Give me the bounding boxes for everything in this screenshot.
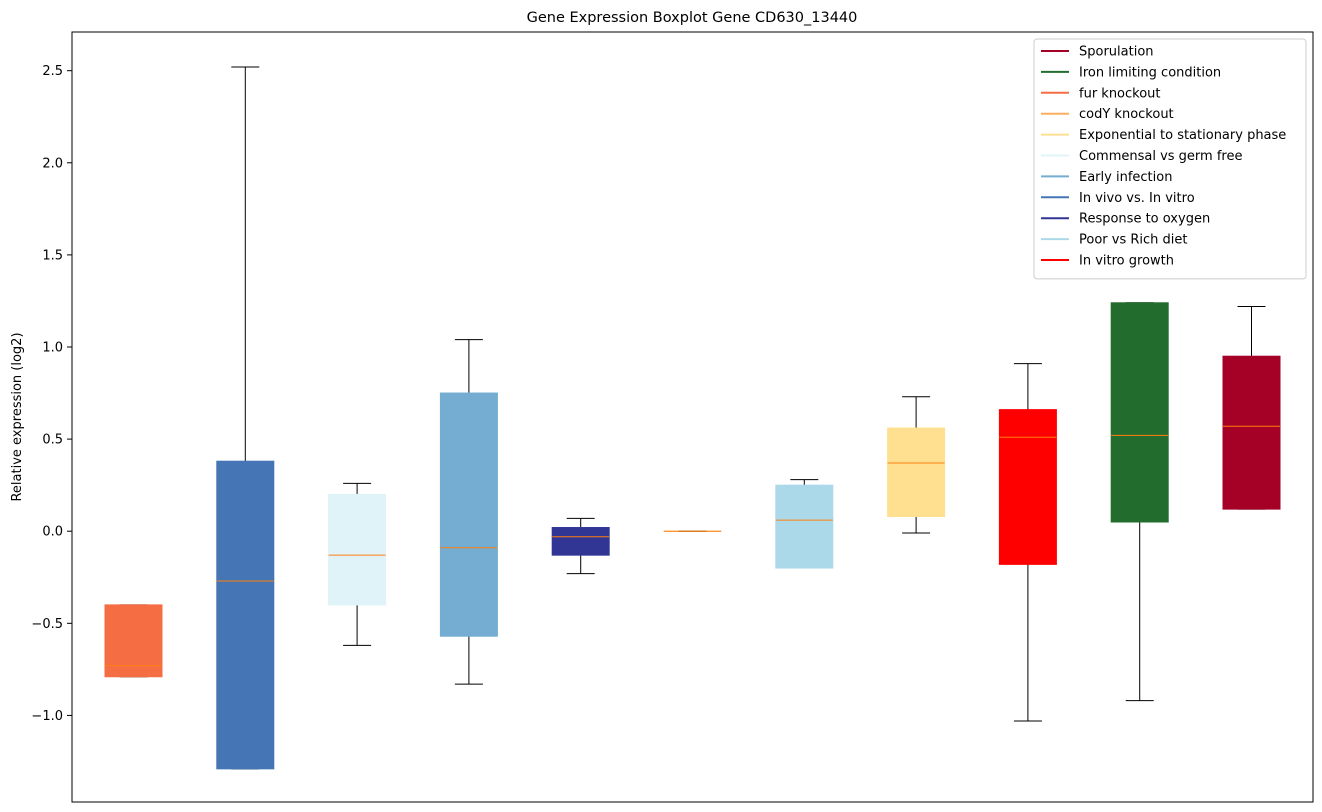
y-tick-label: 0.5 xyxy=(42,433,63,448)
box-iqr xyxy=(887,427,946,517)
legend-label: Response to oxygen xyxy=(1079,212,1210,227)
box-iqr xyxy=(439,392,498,637)
box-group xyxy=(1110,302,1169,702)
box-iqr xyxy=(775,484,834,569)
box-group xyxy=(104,604,163,678)
box-iqr xyxy=(551,527,610,556)
box-group xyxy=(439,339,498,685)
legend-label: Poor vs Rich diet xyxy=(1079,233,1187,248)
box-iqr xyxy=(998,409,1057,565)
y-tick-label: −0.5 xyxy=(31,617,63,632)
legend-label: Sporulation xyxy=(1079,45,1154,60)
box-iqr xyxy=(328,493,387,606)
y-tick-label: 0.0 xyxy=(42,525,63,540)
box-group xyxy=(216,66,275,770)
legend-label: In vivo vs. In vitro xyxy=(1079,191,1195,206)
legend-label: Iron limiting condition xyxy=(1079,65,1221,80)
legend-label: Early infection xyxy=(1079,170,1172,185)
y-tick-label: 1.5 xyxy=(42,248,63,263)
box-group xyxy=(998,363,1057,722)
chart-title: Gene Expression Boxplot Gene CD630_13440 xyxy=(527,10,858,26)
legend-label: In vitro growth xyxy=(1079,254,1174,269)
box-iqr xyxy=(104,604,163,678)
box-iqr xyxy=(1110,302,1169,523)
y-tick-label: 2.5 xyxy=(42,64,63,79)
legend-label: Exponential to stationary phase xyxy=(1079,128,1286,143)
legend-label: codY knockout xyxy=(1079,107,1174,122)
box-group xyxy=(1222,305,1281,510)
box-iqr xyxy=(1222,355,1281,510)
y-tick-label: 2.0 xyxy=(42,156,63,171)
legend: Sporulation Iron limiting condition fur kn… xyxy=(1033,38,1307,280)
legend-label: Commensal vs germ free xyxy=(1079,149,1242,164)
y-axis-label: Relative expression (log2) xyxy=(10,332,25,501)
box-group xyxy=(328,482,387,646)
y-tick-label: −1.0 xyxy=(31,709,63,724)
y-tick-label: 1.0 xyxy=(42,341,63,356)
box-iqr xyxy=(216,460,275,770)
legend-label: fur knockout xyxy=(1079,86,1161,101)
box-group xyxy=(775,479,834,569)
box-group xyxy=(551,517,610,575)
box-group xyxy=(887,396,946,534)
legend-frame xyxy=(1033,38,1307,280)
